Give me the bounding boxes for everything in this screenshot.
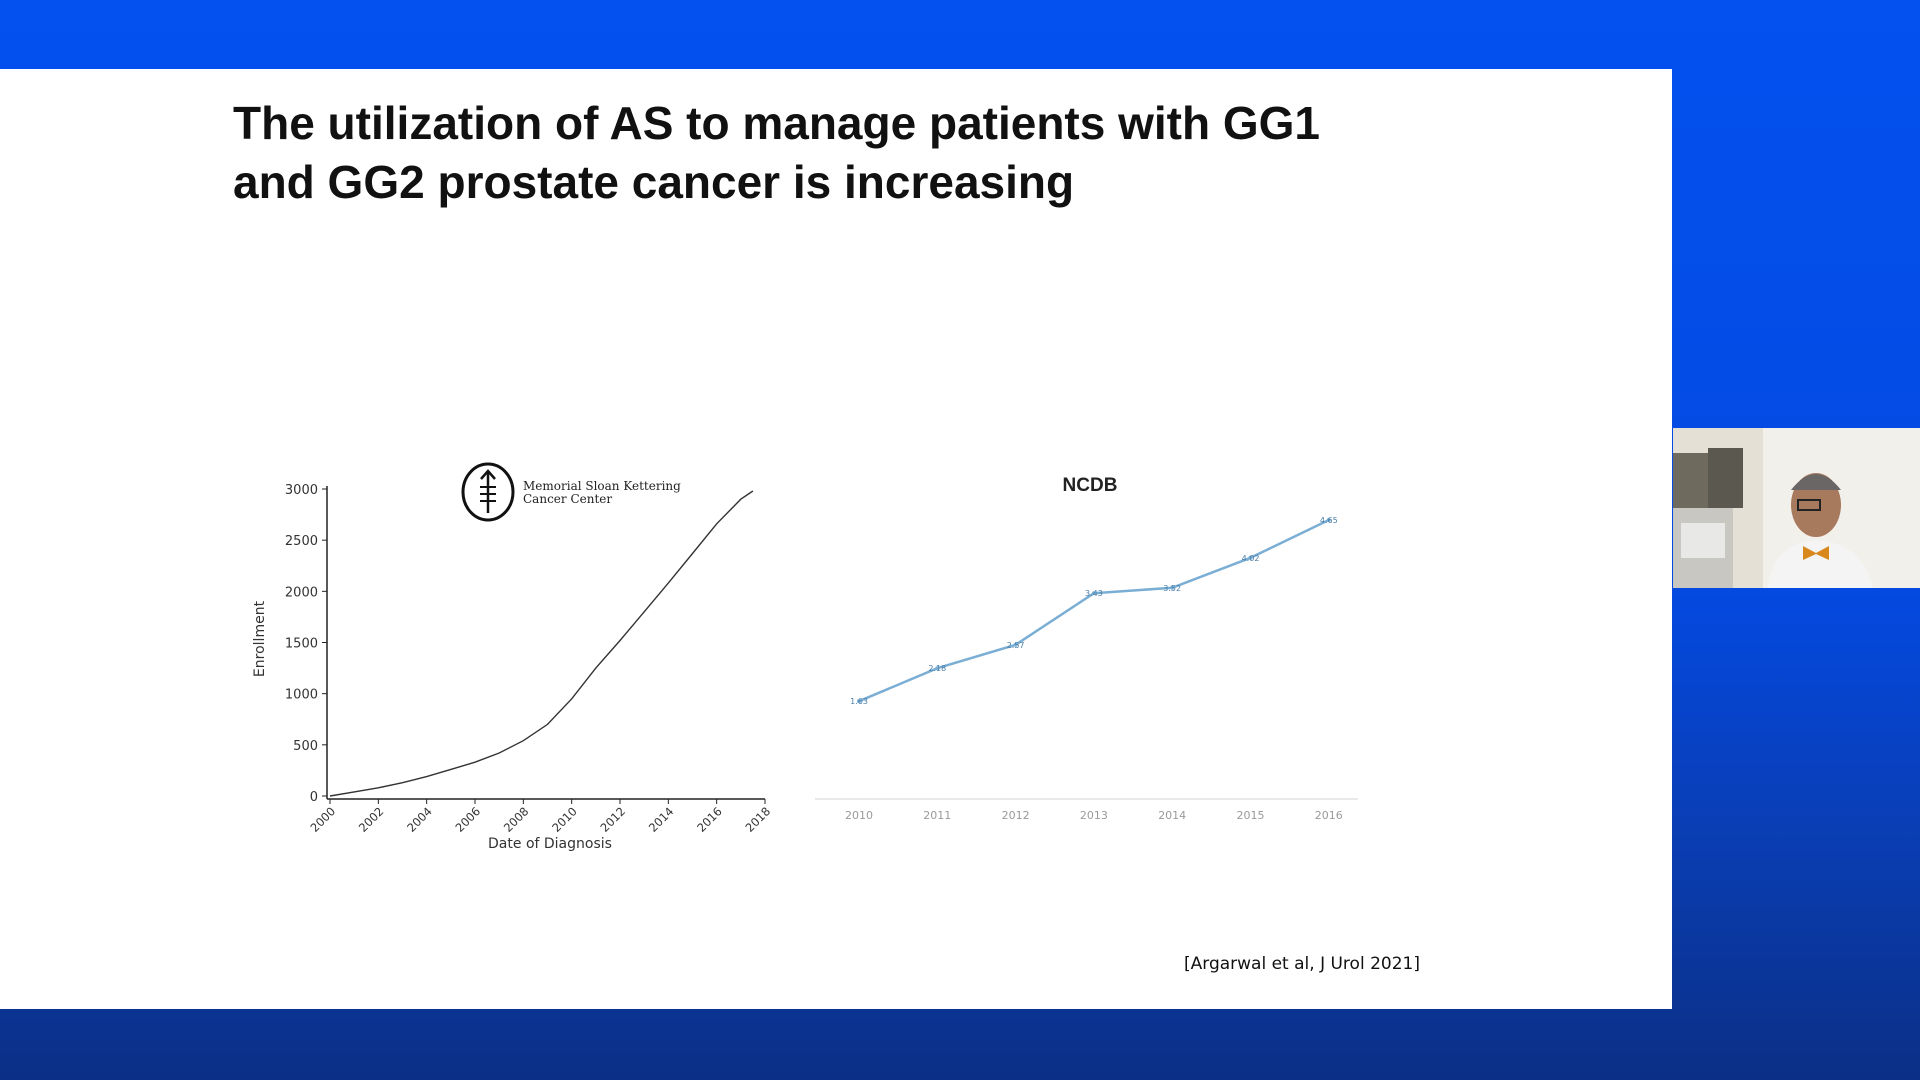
ncdb-series-line xyxy=(858,518,1330,703)
speaker-webcam-video xyxy=(1673,428,1920,588)
msk-logo: Memorial Sloan Kettering Cancer Center xyxy=(461,462,681,522)
msk-x-tick-label: 2004 xyxy=(404,804,435,835)
ncdb-x-tick-label: 2012 xyxy=(1002,809,1030,822)
ncdb-data-label: 3.43 xyxy=(1085,589,1103,598)
msk-x-tick-label: 2014 xyxy=(646,804,677,835)
msk-y-tick-label: 2000 xyxy=(285,585,318,600)
msk-logo-line-1: Memorial Sloan Kettering xyxy=(523,479,681,493)
ncdb-axes: 2010 2011 2012 2013 2014 2015 2016 xyxy=(815,798,1358,822)
msk-logo-line-2: Cancer Center xyxy=(523,492,612,506)
slide: The utilization of AS to manage patients… xyxy=(0,69,1672,1009)
ncdb-data-point xyxy=(857,699,861,704)
msk-y-tick-label: 3000 xyxy=(285,483,318,498)
ncdb-data-point xyxy=(1170,585,1175,590)
msk-y-tick-label: 0 xyxy=(310,790,318,805)
slide-title: The utilization of AS to manage patients… xyxy=(233,94,1483,212)
msk-enrollment-line xyxy=(329,490,754,797)
ncdb-data-point xyxy=(1013,642,1018,647)
msk-x-tick-label: 2012 xyxy=(598,804,629,835)
ncdb-data-label: 2.57 xyxy=(1007,641,1025,650)
ncdb-x-tick-label: 2015 xyxy=(1237,809,1265,822)
msk-y-axis-label: Enrollment xyxy=(252,600,268,677)
msk-x-tick-label: 2018 xyxy=(743,804,774,835)
ncdb-data-label: 3.52 xyxy=(1163,584,1181,593)
msk-y-tick-label: 2500 xyxy=(285,534,318,549)
ncdb-x-tick-label: 2013 xyxy=(1080,809,1108,822)
ncdb-plot-area: 1.63 2.18 2.57 3.43 3.52 4.02 4.65 xyxy=(850,516,1338,706)
msk-x-axis-label: Date of Diagnosis xyxy=(488,836,612,852)
citation: [Argarwal et al, J Urol 2021] xyxy=(1184,954,1420,974)
ncdb-data-point xyxy=(935,666,940,671)
msk-x-tick-label: 2000 xyxy=(308,804,339,835)
msk-plot-area xyxy=(329,490,754,797)
ncdb-data-label: 4.02 xyxy=(1242,554,1260,563)
slide-title-line-1: The utilization of AS to manage patients… xyxy=(233,97,1321,149)
ncdb-data-label: 1.63 xyxy=(850,697,868,706)
msk-enrollment-chart: Memorial Sloan Kettering Cancer Center 0… xyxy=(252,462,773,852)
ncdb-x-tick-label: 2014 xyxy=(1158,809,1186,822)
msk-y-tick-label: 1500 xyxy=(285,637,318,652)
ncdb-x-tick-label: 2011 xyxy=(923,809,951,822)
msk-x-tick-label: 2002 xyxy=(356,804,387,835)
msk-x-tick-label: 2016 xyxy=(694,804,725,835)
msk-y-tick-label: 500 xyxy=(293,739,318,754)
ncdb-x-tick-label: 2016 xyxy=(1315,809,1343,822)
msk-x-tick-label: 2006 xyxy=(453,804,484,835)
ncdb-data-point xyxy=(1091,591,1096,596)
ncdb-data-point xyxy=(1326,518,1331,522)
ncdb-data-label: 2.18 xyxy=(928,664,946,673)
ncdb-chart: NCDB 2010 2011 2012 2013 2014 2015 2016 1.63 2.… xyxy=(815,475,1358,822)
msk-x-tick-label: 2010 xyxy=(549,804,580,835)
speaker-video-frame xyxy=(1673,428,1920,588)
msk-y-tick-label: 1000 xyxy=(285,688,318,703)
msk-x-tick-label: 2008 xyxy=(501,804,532,835)
ncdb-x-tick-label: 2010 xyxy=(845,809,873,822)
slide-title-line-2: and GG2 prostate cancer is increasing xyxy=(233,156,1075,208)
ncdb-data-label: 4.65 xyxy=(1320,516,1338,525)
ncdb-chart-title: NCDB xyxy=(1063,475,1118,496)
ncdb-data-point xyxy=(1248,555,1253,560)
msk-axes: 0 500 1000 1500 2000 2500 3000 2000 2002 2004 2006… xyxy=(285,483,773,835)
